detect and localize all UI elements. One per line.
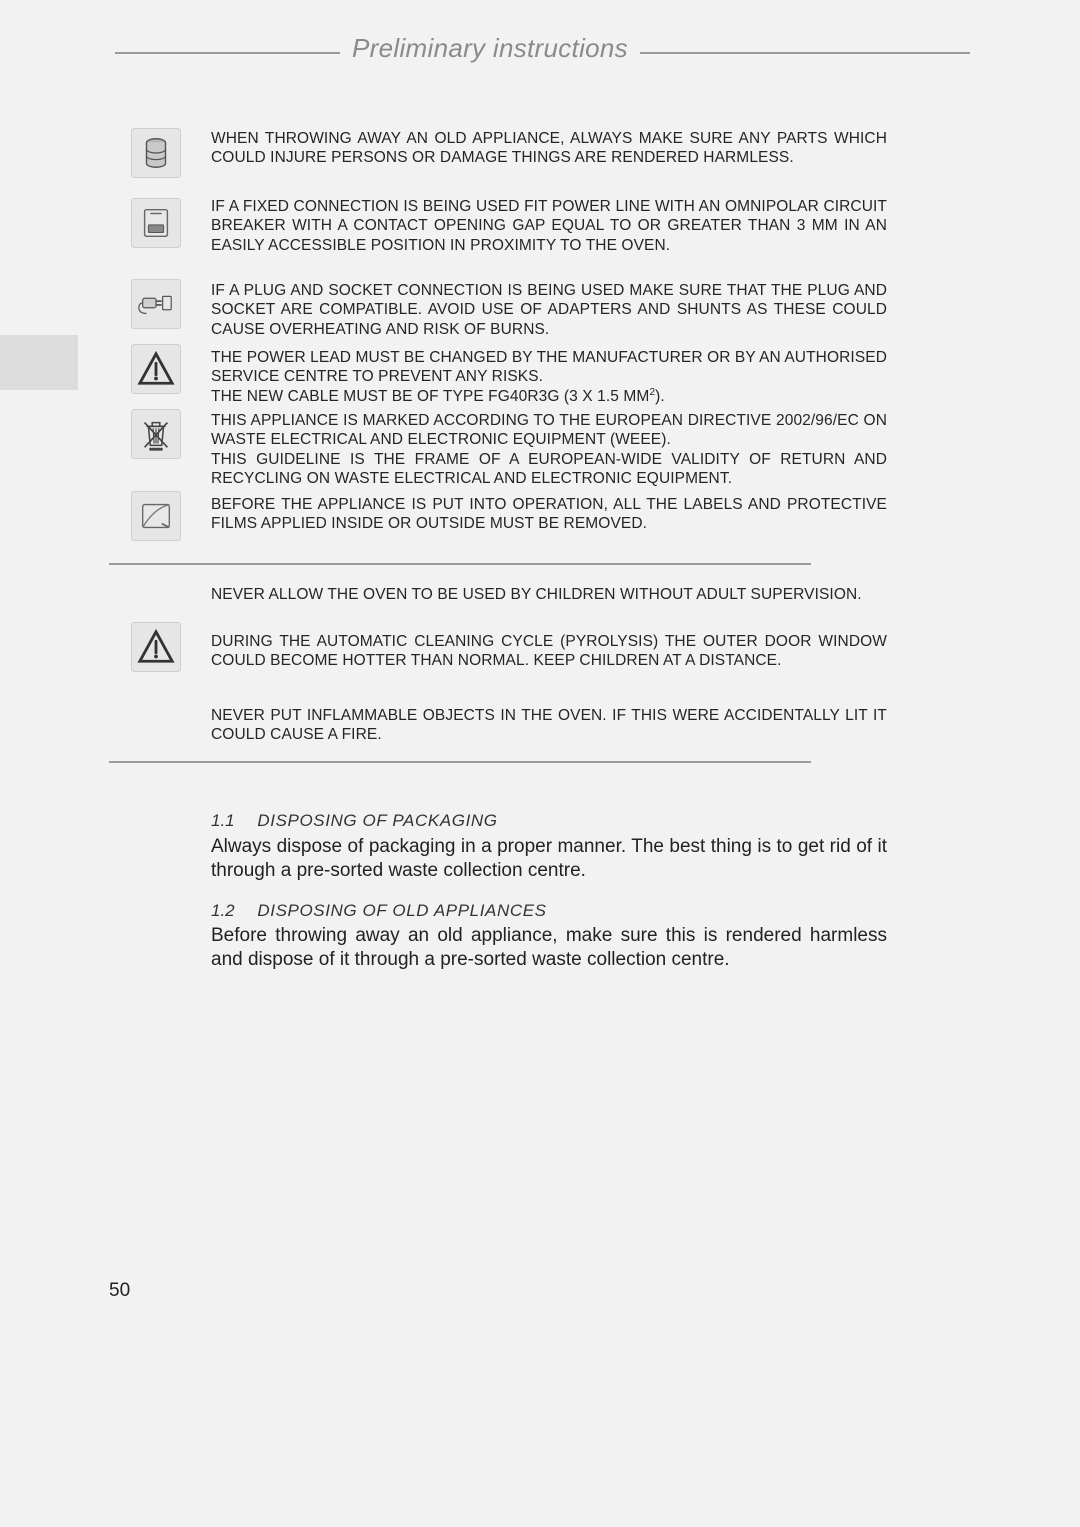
section-heading-1-1: 1.1 DISPOSING OF PACKAGING (211, 811, 887, 831)
page-title: Preliminary instructions (350, 33, 630, 64)
page-number: 50 (109, 1280, 130, 1302)
plug-socket-icon (131, 279, 181, 329)
instruction-circuit-breaker: IF A FIXED CONNECTION IS BEING USED FIT … (211, 197, 887, 255)
protective-film-icon (131, 491, 181, 541)
section-body-1-2: Before throwing away an old appliance, m… (211, 924, 887, 973)
weee-bin-icon (131, 409, 181, 459)
instruction-plug-socket: IF A PLUG AND SOCKET CONNECTION IS BEING… (211, 281, 887, 339)
warning-icon (131, 622, 181, 672)
section-body-1-1: Always dispose of packaging in a proper … (211, 835, 887, 884)
side-tab (0, 335, 78, 390)
instruction-power-lead: THE POWER LEAD MUST BE CHANGED BY THE MA… (211, 348, 887, 406)
divider-1 (109, 563, 811, 565)
section-title: DISPOSING OF OLD APPLIANCES (257, 901, 546, 920)
circuit-breaker-icon (131, 198, 181, 248)
header-rule-right (640, 52, 970, 54)
section-number: 1.1 (211, 811, 235, 830)
header-rule-left (115, 52, 340, 54)
warning-children-supervision: NEVER ALLOW THE OVEN TO BE USED BY CHILD… (211, 585, 887, 604)
warning-pyrolysis-door: DURING THE AUTOMATIC CLEANING CYCLE (PYR… (211, 632, 887, 671)
section-number: 1.2 (211, 901, 235, 920)
warning-inflammable-objects: NEVER PUT INFLAMMABLE OBJECTS IN THE OVE… (211, 706, 887, 745)
instruction-protective-film: BEFORE THE APPLIANCE IS PUT INTO OPERATI… (211, 495, 887, 534)
warning-icon (131, 344, 181, 394)
section-title: DISPOSING OF PACKAGING (257, 811, 497, 830)
section-heading-1-2: 1.2 DISPOSING OF OLD APPLIANCES (211, 901, 887, 921)
instruction-disposal: WHEN THROWING AWAY AN OLD APPLIANCE, ALW… (211, 129, 887, 168)
disposal-icon (131, 128, 181, 178)
manual-page: Preliminary instructions WHEN THROWING A… (0, 0, 1080, 1527)
divider-2 (109, 761, 811, 763)
instruction-weee: THIS APPLIANCE IS MARKED ACCORDING TO TH… (211, 411, 887, 489)
